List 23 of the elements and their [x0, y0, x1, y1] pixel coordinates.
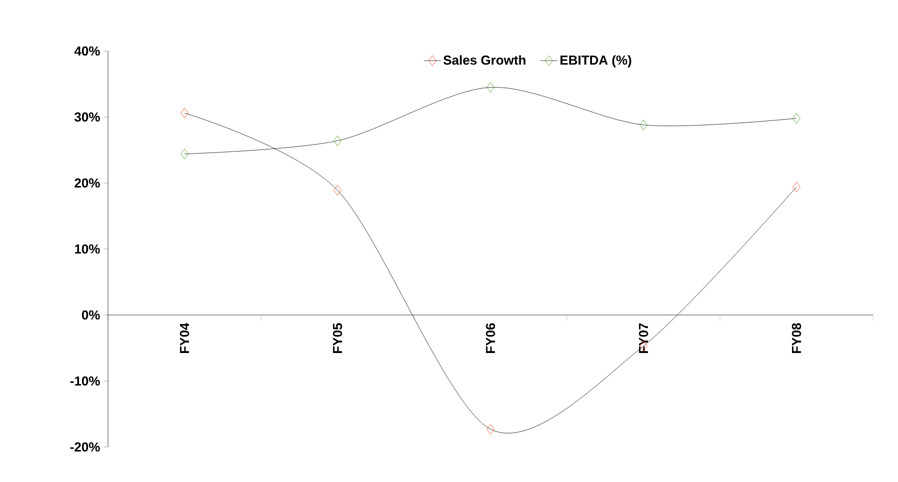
point	[486, 82, 494, 92]
point	[486, 424, 494, 434]
point	[792, 182, 800, 192]
x-tick-label: FY04	[180, 322, 190, 353]
legend-label: Sales Growth	[443, 55, 526, 65]
point	[180, 108, 188, 118]
y-tick-label: 20%	[74, 178, 100, 188]
point	[792, 113, 800, 124]
x-tick-label: FY07	[638, 323, 648, 353]
point	[180, 148, 188, 160]
y-tick-label: 0%	[82, 310, 100, 320]
point	[640, 120, 648, 130]
y-tick-label: 10%	[75, 244, 100, 254]
y-tick-label: -20%	[70, 442, 100, 452]
x-tick-label: FY06	[486, 323, 496, 353]
point	[334, 136, 342, 146]
legend-label: EBITDA (%)	[560, 55, 632, 68]
y-tick-label: -10%	[70, 376, 100, 386]
point	[334, 185, 342, 196]
x-tick-label: FY08	[792, 323, 802, 353]
y-tick-label: 30%	[74, 112, 100, 122]
y-tick-label: 40%	[74, 46, 100, 56]
x-tick-label: FY05	[332, 323, 342, 353]
